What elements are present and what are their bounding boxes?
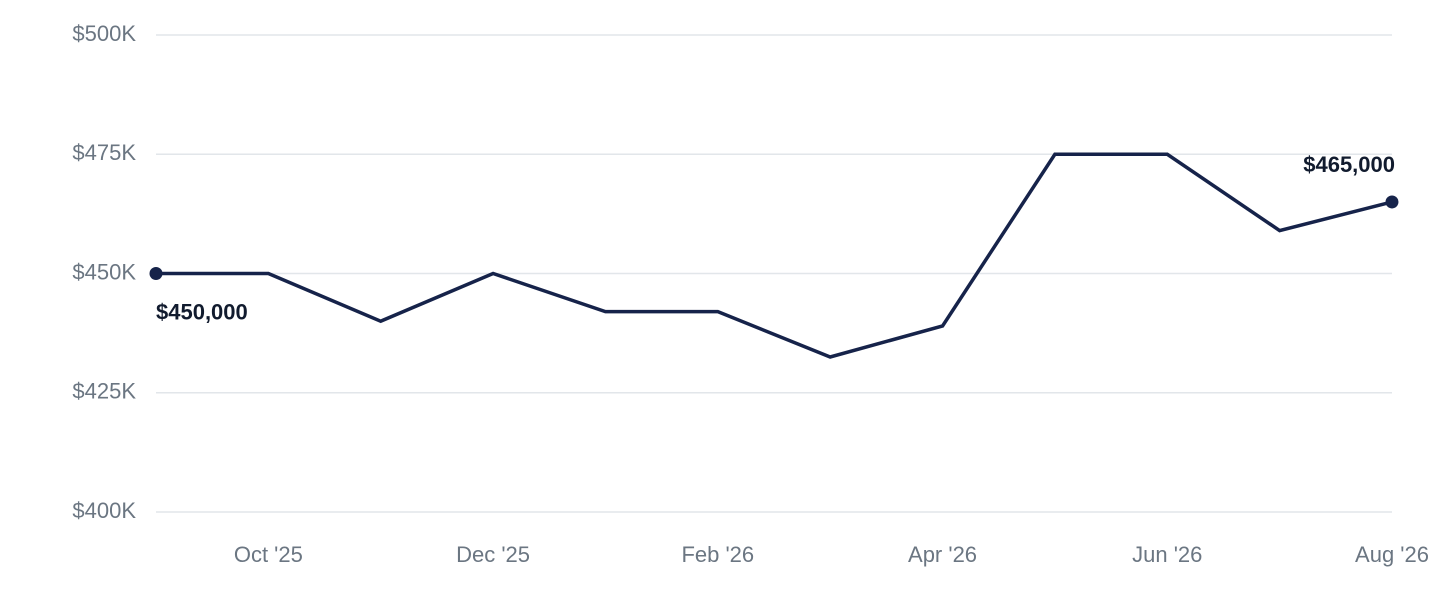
- x-tick-label: Dec '25: [456, 542, 530, 567]
- x-tick-label: Feb '26: [681, 542, 754, 567]
- start-point-marker: [149, 267, 163, 280]
- start-value-label: $450,000: [156, 299, 248, 324]
- end-point-marker: [1385, 195, 1399, 209]
- series-line: [156, 152, 1393, 359]
- y-axis-tick-labels: $500K $475K $450K $425K $400K: [72, 21, 136, 523]
- y-tick-label: $450K: [72, 259, 136, 284]
- x-tick-label: Jun '26: [1132, 542, 1202, 567]
- x-tick-label: Oct '25: [234, 542, 303, 567]
- y-tick-label: $500K: [72, 21, 136, 46]
- x-tick-label: Apr '26: [908, 542, 977, 567]
- x-tick-label: Aug '26: [1355, 542, 1429, 567]
- y-tick-label: $475K: [72, 140, 136, 165]
- gridlines: [156, 34, 1392, 513]
- end-value-label: $465,000: [1303, 152, 1395, 177]
- y-tick-label: $400K: [72, 498, 136, 523]
- data-labels: $450,000 $465,000: [156, 152, 1395, 325]
- y-tick-label: $425K: [72, 379, 136, 404]
- series-layer: [149, 152, 1399, 359]
- x-axis-tick-labels: Oct '25 Dec '25 Feb '26 Apr '26 Jun '26 Aug '…: [234, 542, 1429, 567]
